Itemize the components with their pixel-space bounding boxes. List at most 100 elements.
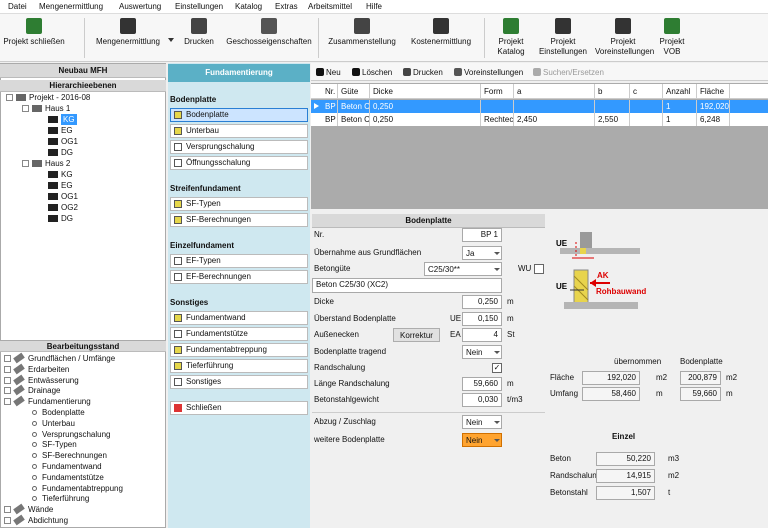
side-item[interactable]	[170, 124, 308, 138]
toolbar-icon	[120, 18, 136, 34]
input[interactable]: 4	[462, 328, 502, 342]
menu-item[interactable]: Extras	[275, 2, 298, 11]
tool-button[interactable]: Neu	[326, 68, 341, 77]
status-subitem[interactable]: Versprungschalung	[42, 429, 111, 439]
check-icon	[174, 257, 182, 265]
status-item[interactable]: Abdichtung	[28, 516, 69, 525]
toolbar-button[interactable]: Projekt schließen	[3, 37, 65, 46]
side-item[interactable]	[170, 359, 308, 373]
tree-item[interactable]: Haus 1	[45, 104, 71, 113]
tree-item[interactable]: EG	[61, 126, 73, 135]
side-item[interactable]	[170, 327, 308, 341]
tool-button[interactable]: Suchen/Ersetzen	[543, 68, 604, 77]
toolbar-button[interactable]: Projekt Katalog	[497, 37, 525, 56]
dropdown[interactable]: Nein	[462, 433, 502, 447]
levels-title: Hierarchieebenen	[0, 80, 166, 92]
status-subitem[interactable]: Tieferführung	[42, 494, 90, 504]
side-item[interactable]	[170, 156, 308, 170]
side-item[interactable]	[170, 254, 308, 268]
side-item[interactable]	[170, 311, 308, 325]
input[interactable]: 0,150	[462, 312, 502, 326]
toolbar-button[interactable]: Drucken	[184, 37, 214, 46]
input[interactable]: 0,250	[462, 295, 502, 309]
toolbar-icon	[503, 18, 519, 34]
menu-item[interactable]: Einstellungen	[175, 2, 224, 11]
tree-item[interactable]: DG	[61, 148, 73, 157]
checkbox[interactable]	[534, 264, 544, 274]
toolbar-button[interactable]: Zusammenstellung	[328, 37, 396, 46]
text-field[interactable]: Beton C25/30 (XC2)	[312, 278, 502, 293]
side-item[interactable]	[170, 343, 308, 357]
check-icon	[174, 127, 182, 135]
dropdown[interactable]: Nein	[462, 415, 502, 429]
input[interactable]: 0,030	[462, 393, 502, 407]
side-item[interactable]	[170, 213, 308, 227]
dropdown-arrow	[494, 351, 500, 354]
toolbar-button[interactable]: Mengenermittlung	[95, 37, 161, 46]
column-header: Güte	[338, 84, 370, 99]
tree-item[interactable]: Haus 2	[45, 159, 71, 168]
status-item[interactable]: Erdarbeiten	[28, 364, 70, 374]
column-header: Form	[481, 84, 514, 99]
toolbar-button[interactable]: Projekt Voreinstellungen	[595, 37, 655, 56]
input[interactable]: 59,660	[462, 377, 502, 391]
status-subitem[interactable]: Bodenplatte	[42, 408, 85, 417]
toolbar-button[interactable]: Projekt Einstellungen	[538, 37, 588, 56]
side-item[interactable]	[170, 270, 308, 284]
status-subitem[interactable]: Fundamentstütze	[42, 472, 104, 482]
toolbar-button[interactable]: Projekt VOB	[659, 37, 685, 56]
status-item[interactable]: Entwässerung	[28, 375, 79, 385]
tree-item[interactable]: EG	[61, 181, 73, 190]
tool-button[interactable]: Löschen	[362, 68, 393, 77]
close-button[interactable]	[170, 401, 308, 415]
status-subitem[interactable]: SF-Berechnungen	[42, 451, 107, 461]
tree-item[interactable]: OG1	[61, 137, 78, 146]
status-subitem[interactable]: Unterbau	[42, 418, 75, 428]
tree-item[interactable]: Projekt - 2016-08	[29, 93, 91, 102]
menu-item[interactable]: Datei	[8, 2, 27, 11]
menu-item[interactable]: Katalog	[235, 2, 263, 11]
button[interactable]: Korrektur	[393, 328, 440, 342]
bullet	[32, 442, 37, 448]
tree-item[interactable]: KG	[61, 170, 73, 179]
field-label: Betonstahlgewicht	[314, 395, 379, 404]
side-item[interactable]	[170, 197, 308, 211]
input[interactable]: BP 1	[462, 228, 502, 242]
grid-row[interactable]	[311, 113, 768, 126]
grid-row[interactable]	[311, 100, 768, 113]
menu-item[interactable]: Auswertung	[119, 2, 162, 11]
grid-cell: 1	[663, 113, 697, 126]
dropdown[interactable]: Ja	[462, 246, 502, 260]
status-item[interactable]: Grundflächen / Umfänge	[28, 354, 116, 363]
prefix: EA	[450, 330, 461, 339]
unit: t	[668, 488, 671, 497]
status-item[interactable]: Drainage	[28, 386, 61, 396]
menu-item[interactable]: Arbeitsmittel	[308, 2, 353, 11]
menu-item[interactable]: Hilfe	[366, 2, 383, 11]
grid-cell: BP 1	[322, 100, 338, 113]
tree-item[interactable]: KG	[61, 114, 77, 125]
tree-item[interactable]: OG2	[61, 203, 78, 212]
tree-item[interactable]: OG1	[61, 192, 78, 201]
checkbox[interactable]: ✓	[492, 363, 502, 373]
status-subitem[interactable]: Fundamentabtreppung	[42, 483, 123, 493]
menu-item[interactable]: Mengenermittlung	[39, 2, 104, 11]
status-item[interactable]: Wände	[28, 505, 54, 515]
tree-item[interactable]: DG	[61, 214, 73, 223]
grid-cell	[630, 113, 663, 126]
status-subitem[interactable]: Fundamentwand	[42, 462, 102, 471]
dropdown[interactable]: Nein	[462, 345, 502, 359]
status-item[interactable]: Fundamentierung	[28, 397, 91, 407]
tool-icon	[403, 68, 411, 76]
tool-button[interactable]: Voreinstellungen	[464, 68, 524, 77]
column-header: b	[595, 84, 630, 99]
toolbar-button[interactable]: Kostenermittlung	[410, 37, 472, 46]
side-item[interactable]	[170, 375, 308, 389]
side-item[interactable]	[170, 140, 308, 154]
readonly-value: 1,507	[596, 486, 655, 500]
status-subitem[interactable]: SF-Typen	[42, 440, 77, 450]
dropdown[interactable]: C25/30**	[424, 262, 502, 276]
tool-button[interactable]: Drucken	[413, 68, 443, 77]
side-item[interactable]	[170, 108, 308, 122]
toolbar-button[interactable]: Geschosseigenschaften	[226, 37, 312, 46]
